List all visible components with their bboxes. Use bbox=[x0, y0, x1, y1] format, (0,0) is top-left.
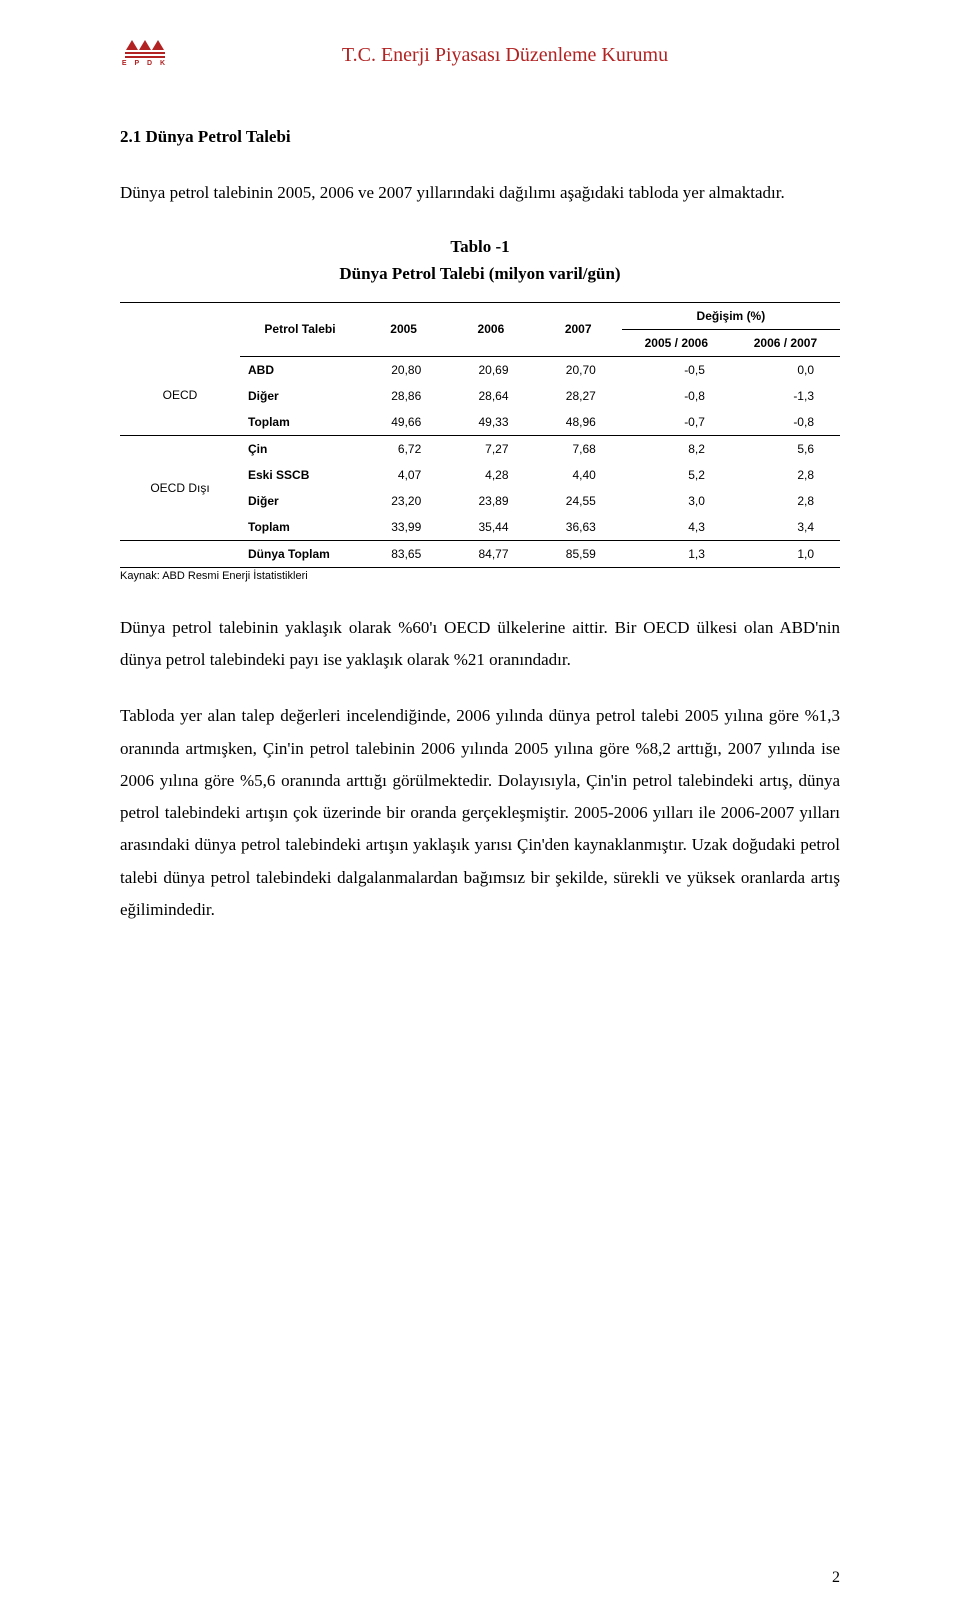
page: E P D K T.C. Enerji Piyasası Düzenleme K… bbox=[0, 0, 960, 1617]
triangle-icon bbox=[126, 40, 138, 50]
table-row: OECD ABD 20,80 20,69 20,70 -0,5 0,0 bbox=[120, 356, 840, 383]
cell: 49,33 bbox=[447, 409, 534, 436]
th-change: Değişim (%) bbox=[622, 302, 840, 329]
row-label-total: Dünya Toplam bbox=[240, 540, 360, 567]
page-header: E P D K T.C. Enerji Piyasası Düzenleme K… bbox=[120, 40, 840, 67]
org-title: T.C. Enerji Piyasası Düzenleme Kurumu bbox=[170, 44, 840, 67]
cell: 84,77 bbox=[447, 540, 534, 567]
cell: 28,64 bbox=[447, 383, 534, 409]
cell: 5,2 bbox=[622, 462, 731, 488]
table-caption-title: Dünya Petrol Talebi (milyon varil/gün) bbox=[120, 260, 840, 287]
table-caption: Tablo -1 Dünya Petrol Talebi (milyon var… bbox=[120, 233, 840, 287]
cell: -0,8 bbox=[622, 383, 731, 409]
cell: 23,20 bbox=[360, 488, 447, 514]
cell: 83,65 bbox=[360, 540, 447, 567]
row-label: Diğer bbox=[240, 488, 360, 514]
cell: 8,2 bbox=[622, 435, 731, 462]
cell: -0,8 bbox=[731, 409, 840, 436]
cell: 4,3 bbox=[622, 514, 731, 541]
cell: 85,59 bbox=[535, 540, 622, 567]
th-petrol-talebi: Petrol Talebi bbox=[240, 302, 360, 356]
cell: -1,3 bbox=[731, 383, 840, 409]
section-heading: 2.1 Dünya Petrol Talebi bbox=[120, 127, 840, 147]
cell: 7,27 bbox=[447, 435, 534, 462]
row-label: Çin bbox=[240, 435, 360, 462]
row-label: ABD bbox=[240, 356, 360, 383]
group-label-oecd-disi: OECD Dışı bbox=[120, 435, 240, 540]
cell: 7,68 bbox=[535, 435, 622, 462]
cell: 35,44 bbox=[447, 514, 534, 541]
cell: 20,69 bbox=[447, 356, 534, 383]
th-year-2007: 2007 bbox=[535, 302, 622, 356]
triangle-icon bbox=[152, 40, 164, 50]
logo-bar bbox=[125, 56, 165, 58]
cell: 36,63 bbox=[535, 514, 622, 541]
cell: 4,28 bbox=[447, 462, 534, 488]
cell: 24,55 bbox=[535, 488, 622, 514]
blank-cell bbox=[120, 540, 240, 567]
cell: 3,4 bbox=[731, 514, 840, 541]
th-change-0607: 2006 / 2007 bbox=[731, 329, 840, 356]
cell: 5,6 bbox=[731, 435, 840, 462]
row-label: Eski SSCB bbox=[240, 462, 360, 488]
cell: 1,0 bbox=[731, 540, 840, 567]
cell: 28,27 bbox=[535, 383, 622, 409]
row-label: Diğer bbox=[240, 383, 360, 409]
row-label: Toplam bbox=[240, 514, 360, 541]
intro-paragraph: Dünya petrol talebinin 2005, 2006 ve 200… bbox=[120, 177, 840, 209]
cell: -0,7 bbox=[622, 409, 731, 436]
th-blank bbox=[120, 302, 240, 356]
row-label: Toplam bbox=[240, 409, 360, 436]
cell: 4,40 bbox=[535, 462, 622, 488]
cell: 6,72 bbox=[360, 435, 447, 462]
cell: 2,8 bbox=[731, 462, 840, 488]
th-year-2005: 2005 bbox=[360, 302, 447, 356]
th-change-0506: 2005 / 2006 bbox=[622, 329, 731, 356]
cell: 28,86 bbox=[360, 383, 447, 409]
petrol-demand-table: Petrol Talebi 2005 2006 2007 Değişim (%)… bbox=[120, 302, 840, 568]
logo-bar bbox=[125, 52, 165, 54]
cell: 20,70 bbox=[535, 356, 622, 383]
triangle-icon bbox=[139, 40, 151, 50]
table-caption-number: Tablo -1 bbox=[120, 233, 840, 260]
cell: 20,80 bbox=[360, 356, 447, 383]
epdk-logo: E P D K bbox=[120, 40, 170, 67]
table-source: Kaynak: ABD Resmi Enerji İstatistikleri bbox=[120, 570, 840, 582]
cell: 0,0 bbox=[731, 356, 840, 383]
table-row: OECD Dışı Çin 6,72 7,27 7,68 8,2 5,6 bbox=[120, 435, 840, 462]
cell: 49,66 bbox=[360, 409, 447, 436]
cell: 3,0 bbox=[622, 488, 731, 514]
cell: -0,5 bbox=[622, 356, 731, 383]
cell: 33,99 bbox=[360, 514, 447, 541]
cell: 48,96 bbox=[535, 409, 622, 436]
logo-letters: E P D K bbox=[120, 60, 170, 67]
cell: 1,3 bbox=[622, 540, 731, 567]
table-row-total: Dünya Toplam 83,65 84,77 85,59 1,3 1,0 bbox=[120, 540, 840, 567]
th-year-2006: 2006 bbox=[447, 302, 534, 356]
cell: 23,89 bbox=[447, 488, 534, 514]
body-paragraph-1: Dünya petrol talebinin yaklaşık olarak %… bbox=[120, 612, 840, 677]
cell: 2,8 bbox=[731, 488, 840, 514]
group-label-oecd: OECD bbox=[120, 356, 240, 435]
logo-triangles bbox=[120, 40, 170, 50]
cell: 4,07 bbox=[360, 462, 447, 488]
table-body: OECD ABD 20,80 20,69 20,70 -0,5 0,0 Diğe… bbox=[120, 356, 840, 567]
body-paragraph-2: Tabloda yer alan talep değerleri incelen… bbox=[120, 700, 840, 926]
page-number: 2 bbox=[832, 1569, 840, 1587]
